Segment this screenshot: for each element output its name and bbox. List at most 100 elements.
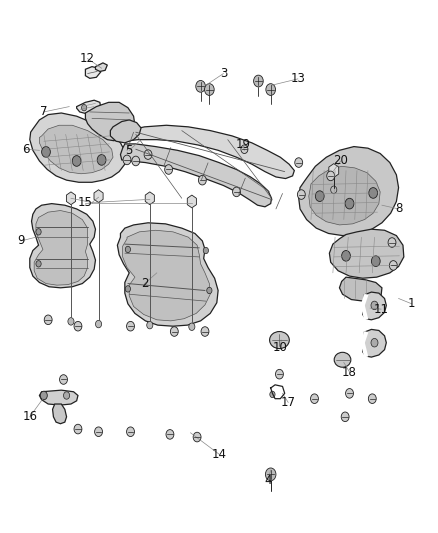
Circle shape [127,427,134,437]
Polygon shape [123,230,210,321]
Circle shape [327,171,335,181]
Circle shape [170,327,178,336]
Circle shape [166,430,174,439]
Circle shape [295,158,303,167]
Text: 8: 8 [395,203,402,215]
Polygon shape [363,329,386,357]
Circle shape [341,412,349,422]
Circle shape [81,104,87,111]
Circle shape [196,80,205,92]
Polygon shape [77,100,101,114]
Circle shape [127,321,134,331]
Text: 1: 1 [408,297,416,310]
Circle shape [147,321,153,329]
Circle shape [189,323,195,330]
Polygon shape [85,102,135,141]
Circle shape [388,238,396,247]
Circle shape [389,261,397,270]
Circle shape [371,301,378,310]
Polygon shape [110,120,141,143]
Circle shape [40,391,47,400]
Polygon shape [30,113,126,182]
Circle shape [95,427,102,437]
Circle shape [165,165,173,174]
Circle shape [60,375,67,384]
Text: 5: 5 [126,144,133,157]
Circle shape [97,155,106,165]
Circle shape [125,246,131,253]
Circle shape [270,391,275,398]
Text: 16: 16 [22,410,37,423]
Circle shape [311,394,318,403]
Circle shape [144,150,152,159]
Polygon shape [53,404,67,424]
Text: 9: 9 [17,235,25,247]
Circle shape [123,155,131,165]
Polygon shape [187,195,196,208]
Polygon shape [67,192,75,205]
Circle shape [371,256,380,266]
Text: 17: 17 [281,396,296,409]
Circle shape [74,424,82,434]
Circle shape [371,338,378,347]
Circle shape [241,145,248,154]
Polygon shape [329,229,404,278]
Circle shape [125,286,131,292]
Polygon shape [363,292,386,320]
Ellipse shape [269,332,290,349]
Text: 3: 3 [220,67,227,80]
Polygon shape [39,390,78,405]
Text: 10: 10 [273,341,288,354]
Circle shape [254,75,263,87]
Text: 13: 13 [290,72,305,85]
Circle shape [346,389,353,398]
Text: 14: 14 [212,448,226,461]
Text: 18: 18 [342,366,357,378]
Circle shape [95,320,102,328]
Circle shape [233,187,240,197]
Text: 11: 11 [374,303,389,316]
Circle shape [342,251,350,261]
Polygon shape [309,166,380,225]
Text: 20: 20 [333,155,348,167]
Circle shape [193,432,201,442]
Circle shape [368,394,376,403]
Polygon shape [117,223,218,326]
Circle shape [68,318,74,325]
Text: 4: 4 [264,474,272,487]
Circle shape [203,247,208,254]
Polygon shape [39,125,113,174]
Circle shape [265,468,276,481]
Text: 6: 6 [21,143,29,156]
Ellipse shape [334,352,351,367]
Circle shape [331,186,337,193]
Circle shape [201,327,209,336]
Polygon shape [122,125,294,179]
Polygon shape [120,144,272,207]
Circle shape [345,198,354,209]
Circle shape [297,190,305,199]
Polygon shape [85,67,101,78]
Polygon shape [145,192,154,205]
Text: 12: 12 [80,52,95,65]
Circle shape [276,369,283,379]
Polygon shape [94,190,103,203]
Circle shape [205,84,214,95]
Circle shape [64,392,70,399]
Circle shape [132,156,140,166]
Polygon shape [95,63,107,71]
Polygon shape [339,277,382,301]
Circle shape [36,229,41,235]
Text: 7: 7 [40,106,48,118]
Circle shape [72,156,81,166]
Polygon shape [30,204,95,288]
Circle shape [36,261,41,267]
Circle shape [207,287,212,294]
Polygon shape [329,164,339,177]
Polygon shape [34,211,88,285]
Circle shape [315,191,324,201]
Circle shape [266,84,276,95]
Text: 15: 15 [78,196,93,209]
Circle shape [198,175,206,185]
Circle shape [369,188,378,198]
